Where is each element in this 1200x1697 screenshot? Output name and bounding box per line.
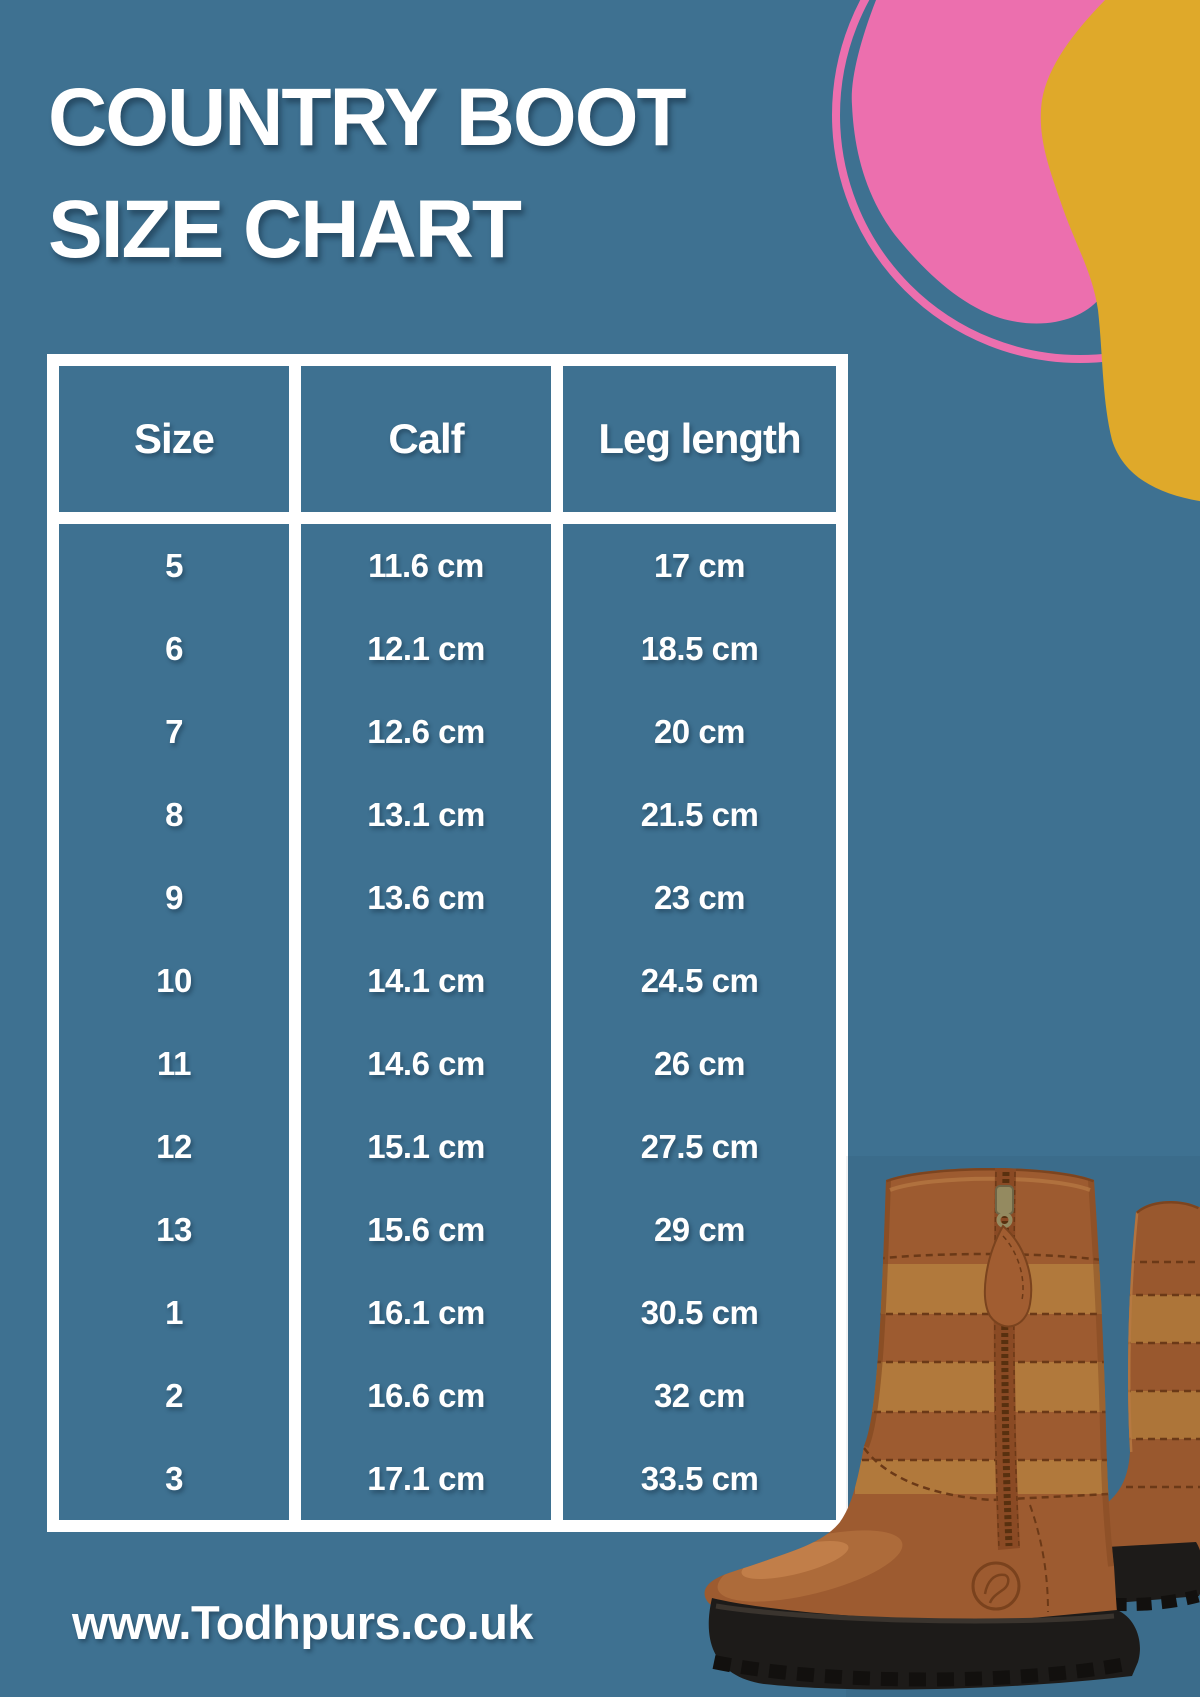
page-title: COUNTRY BOOT SIZE CHART bbox=[48, 62, 687, 286]
left-boot-sole bbox=[708, 1598, 1140, 1690]
column-header-calf: Calf bbox=[301, 366, 551, 512]
table-cell: 7 bbox=[59, 690, 289, 773]
table-cell: 24.5 cm bbox=[563, 939, 836, 1022]
yellow-blob bbox=[1040, 0, 1200, 502]
size-table: Size Calf Leg length 5 11.6 cm 17 cm 6 1… bbox=[47, 354, 848, 1532]
table-cell: 2 bbox=[59, 1354, 289, 1437]
column-header-leg-length: Leg length bbox=[563, 366, 836, 512]
table-cell: 13.1 cm bbox=[301, 773, 551, 856]
table-cell: 1 bbox=[59, 1271, 289, 1354]
table-cell: 29 cm bbox=[563, 1188, 836, 1271]
table-cell: 12 bbox=[59, 1105, 289, 1188]
website-url: www.Todhpurs.co.uk bbox=[72, 1596, 534, 1649]
table-cell: 13 bbox=[59, 1188, 289, 1271]
table-cell: 9 bbox=[59, 856, 289, 939]
table-cell: 13.6 cm bbox=[301, 856, 551, 939]
table-cell: 33.5 cm bbox=[563, 1437, 836, 1520]
table-cell: 15.1 cm bbox=[301, 1105, 551, 1188]
table-cell: 16.6 cm bbox=[301, 1354, 551, 1437]
table-cell: 30.5 cm bbox=[563, 1271, 836, 1354]
zip-slider bbox=[995, 1185, 1014, 1215]
table-cell: 14.6 cm bbox=[301, 1022, 551, 1105]
zipper bbox=[993, 1168, 1020, 1550]
right-boot-sole bbox=[1052, 1542, 1200, 1606]
pink-blob bbox=[851, 0, 1134, 324]
table-cell: 15.6 cm bbox=[301, 1188, 551, 1271]
column-header-size: Size bbox=[59, 366, 289, 512]
table-cell: 23 cm bbox=[563, 856, 836, 939]
table-cell: 27.5 cm bbox=[563, 1105, 836, 1188]
table-cell: 5 bbox=[59, 524, 289, 607]
right-boot bbox=[1052, 1200, 1200, 1612]
table-cell: 18.5 cm bbox=[563, 607, 836, 690]
table-cell: 17.1 cm bbox=[301, 1437, 551, 1520]
table-cell: 10 bbox=[59, 939, 289, 1022]
table-cell: 20 cm bbox=[563, 690, 836, 773]
table-cell: 12.6 cm bbox=[301, 690, 551, 773]
table-cell: 8 bbox=[59, 773, 289, 856]
title-line-1: COUNTRY BOOT bbox=[48, 72, 687, 163]
table-cell: 14.1 cm bbox=[301, 939, 551, 1022]
table-cell: 11 bbox=[59, 1022, 289, 1105]
table-cell: 32 cm bbox=[563, 1354, 836, 1437]
table-cell: 3 bbox=[59, 1437, 289, 1520]
table-cell: 21.5 cm bbox=[563, 773, 836, 856]
boot-logo-stamp bbox=[971, 1561, 1021, 1611]
table-cell: 11.6 cm bbox=[301, 524, 551, 607]
table-cell: 6 bbox=[59, 607, 289, 690]
pink-circle-outline bbox=[832, 0, 1200, 363]
table-cell: 26 cm bbox=[563, 1022, 836, 1105]
table-cell: 16.1 cm bbox=[301, 1271, 551, 1354]
table-cell: 17 cm bbox=[563, 524, 836, 607]
table-cell: 12.1 cm bbox=[301, 607, 551, 690]
photo-background bbox=[846, 1156, 1200, 1697]
title-line-2: SIZE CHART bbox=[48, 184, 522, 275]
zip-pull-tab bbox=[983, 1224, 1033, 1328]
